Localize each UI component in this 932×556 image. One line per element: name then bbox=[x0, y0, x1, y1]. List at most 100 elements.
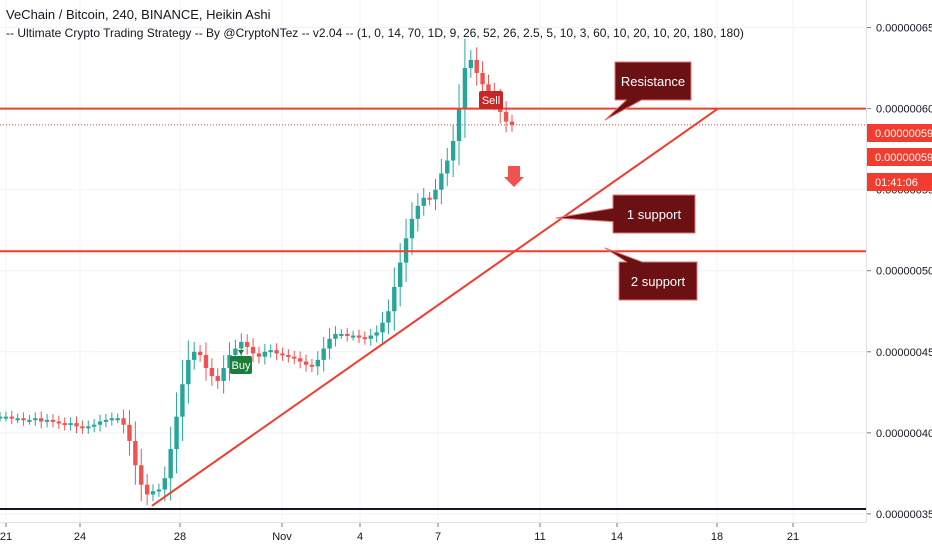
candle-body bbox=[397, 262, 403, 287]
time-axis[interactable]: 21 24 28 Nov 4 7 11 14 18 21 bbox=[0, 522, 866, 551]
time-tick-label: 18 bbox=[711, 531, 723, 543]
candle-body bbox=[103, 419, 109, 422]
candle-body bbox=[345, 333, 350, 336]
candle-body bbox=[150, 491, 156, 495]
candle-body bbox=[468, 59, 474, 69]
candle-body bbox=[27, 419, 32, 422]
support-1-callout: 1 support bbox=[555, 194, 696, 234]
candle-body bbox=[386, 311, 391, 323]
candle-body bbox=[303, 361, 309, 365]
candle-body bbox=[356, 335, 362, 338]
time-tick-label: Nov bbox=[272, 531, 292, 543]
price-axis[interactable]: 0.000000650.000000600.000000550.00000050… bbox=[866, 0, 932, 522]
candle-body bbox=[327, 338, 332, 349]
price-tick-label: 0.00000040 bbox=[876, 428, 932, 440]
candle-body bbox=[74, 423, 79, 427]
price-tag-last-box bbox=[867, 124, 932, 142]
candle-body bbox=[256, 353, 262, 357]
candle-body bbox=[421, 197, 426, 206]
candle-body bbox=[139, 465, 144, 485]
candle-body bbox=[262, 351, 268, 357]
countdown-tag: 01:41:06 bbox=[867, 173, 932, 191]
candle-body bbox=[233, 348, 238, 356]
candle-body bbox=[44, 419, 50, 422]
chart-header: VeChain / Bitcoin, 240, BINANCE, Heikin … bbox=[6, 6, 744, 41]
candle-body bbox=[292, 356, 297, 359]
candle-body bbox=[250, 346, 256, 354]
candle-body bbox=[197, 351, 203, 356]
candle-body bbox=[462, 68, 468, 109]
buy-signal-box bbox=[230, 356, 252, 374]
candle-body bbox=[286, 355, 291, 358]
chart-title: VeChain / Bitcoin, 240, BINANCE, Heikin … bbox=[6, 7, 271, 22]
sell-signal: Sell bbox=[479, 91, 503, 109]
time-tick-label: 4 bbox=[357, 531, 363, 543]
candle-body bbox=[297, 358, 303, 362]
candle-layer bbox=[0, 38, 515, 506]
price-tick-label: 0.00000050 bbox=[876, 266, 932, 278]
time-tick-label: 24 bbox=[74, 531, 86, 543]
candle-body bbox=[439, 173, 444, 190]
candle-body bbox=[174, 416, 179, 450]
candle-body bbox=[450, 141, 456, 161]
time-tick-label: 11 bbox=[534, 531, 545, 543]
candle-body bbox=[486, 84, 491, 93]
support-2-callout: 2 support bbox=[604, 247, 698, 301]
candle-body bbox=[380, 322, 385, 333]
price-tag-last-text: 0.00000059 bbox=[875, 128, 932, 140]
sell-signal-text: Sell bbox=[482, 95, 500, 107]
candle-body bbox=[427, 197, 432, 200]
candle-body bbox=[86, 426, 91, 429]
candle-body bbox=[0, 416, 3, 419]
candle-body bbox=[339, 333, 344, 336]
candle-body bbox=[109, 418, 115, 421]
candle-body bbox=[115, 418, 120, 421]
candle-body bbox=[445, 160, 450, 174]
resistance-callout: Resistance bbox=[604, 61, 692, 121]
candle-body bbox=[33, 418, 38, 421]
candle-body bbox=[91, 424, 97, 427]
time-tick-label: 7 bbox=[435, 531, 441, 543]
candle-body bbox=[239, 342, 244, 349]
price-tag-second: 0.00000059 bbox=[867, 148, 932, 166]
price-tick-label: 0.00000060 bbox=[876, 104, 932, 116]
candle-body bbox=[121, 418, 126, 425]
candle-body bbox=[280, 353, 285, 356]
time-tick-label: 28 bbox=[174, 531, 186, 543]
candle-body bbox=[503, 111, 509, 122]
candle-body bbox=[374, 332, 379, 336]
candle-body bbox=[21, 418, 26, 421]
time-tick-label: 21 bbox=[0, 531, 12, 543]
candle-body bbox=[315, 359, 320, 367]
candle-body bbox=[68, 423, 73, 426]
candle-body bbox=[133, 440, 138, 466]
price-tag-last: 0.00000059 bbox=[867, 124, 932, 142]
resistance-callout-box bbox=[604, 61, 692, 121]
candle-body bbox=[215, 376, 220, 381]
candle-body bbox=[415, 205, 421, 219]
candle-body bbox=[203, 355, 209, 368]
candle-body bbox=[268, 350, 273, 353]
buy-signal-text: Buy bbox=[232, 360, 251, 372]
candle-body bbox=[209, 367, 215, 377]
candle-body bbox=[474, 59, 479, 73]
candle-body bbox=[227, 355, 232, 368]
price-tick-label: 0.00000045 bbox=[876, 347, 932, 359]
buy-signal: Buy bbox=[230, 350, 252, 374]
price-tick-label: 0.00000035 bbox=[876, 509, 932, 521]
support-1-callout-box bbox=[555, 194, 696, 234]
strategy-legend[interactable]: -- Ultimate Crypto Trading Strategy -- B… bbox=[6, 26, 744, 40]
candle-body bbox=[433, 189, 438, 200]
candle-body bbox=[480, 72, 485, 85]
candle-body bbox=[62, 423, 67, 426]
label-layer: Resistance 1 support 2 support Buy Sell bbox=[230, 61, 698, 374]
candle-body bbox=[127, 424, 132, 441]
candle-body bbox=[186, 359, 191, 385]
time-tick-label: 14 bbox=[611, 531, 623, 543]
candle-body bbox=[56, 421, 62, 424]
candle-body bbox=[333, 333, 338, 339]
candle-body bbox=[38, 418, 44, 422]
price-tick-label: 0.00000065 bbox=[876, 23, 932, 35]
candle-body bbox=[309, 364, 315, 367]
